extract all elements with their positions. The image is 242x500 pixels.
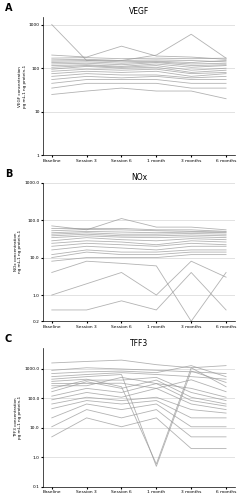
Y-axis label: VEGF concentration
pg mL-1 ng protein-1: VEGF concentration pg mL-1 ng protein-1 xyxy=(18,64,27,108)
Title: VEGF: VEGF xyxy=(129,7,149,16)
Title: TFF3: TFF3 xyxy=(130,338,148,347)
Title: NOx: NOx xyxy=(131,173,147,182)
Text: B: B xyxy=(5,169,12,179)
Y-axis label: TFF3 concentration
pg mL-1 ng protein-1: TFF3 concentration pg mL-1 ng protein-1 xyxy=(14,396,23,439)
Text: C: C xyxy=(5,334,12,344)
Y-axis label: NOx concentration
ng mL-1 ng protein-1: NOx concentration ng mL-1 ng protein-1 xyxy=(14,230,23,274)
Text: A: A xyxy=(5,3,12,13)
